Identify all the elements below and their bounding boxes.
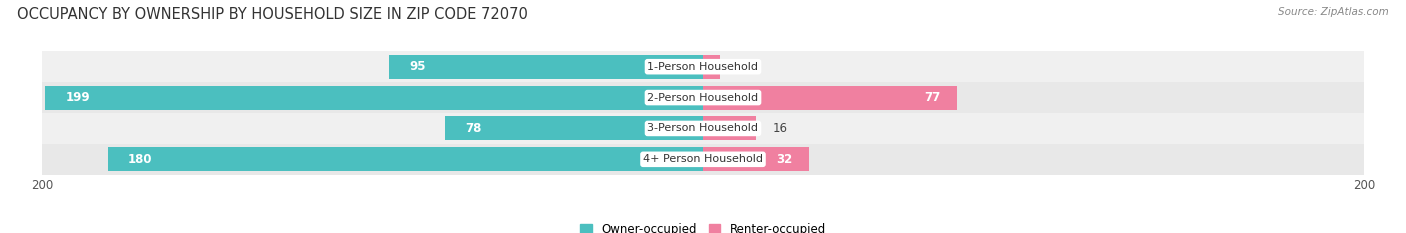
Bar — [42, 51, 1364, 82]
Legend: Owner-occupied, Renter-occupied: Owner-occupied, Renter-occupied — [575, 218, 831, 233]
Text: 199: 199 — [65, 91, 90, 104]
Bar — [45, 86, 703, 110]
Text: 5: 5 — [737, 60, 744, 73]
Text: 78: 78 — [465, 122, 481, 135]
Bar — [108, 147, 703, 171]
Bar — [42, 113, 1364, 144]
Text: 3-Person Household: 3-Person Household — [648, 123, 758, 134]
Text: 1-Person Household: 1-Person Household — [648, 62, 758, 72]
Text: 95: 95 — [409, 60, 426, 73]
Bar — [703, 55, 720, 79]
Text: Source: ZipAtlas.com: Source: ZipAtlas.com — [1278, 7, 1389, 17]
Text: 4+ Person Household: 4+ Person Household — [643, 154, 763, 164]
Text: 2-Person Household: 2-Person Household — [647, 93, 759, 103]
Text: 180: 180 — [128, 153, 153, 166]
Bar — [42, 144, 1364, 175]
Bar — [389, 55, 703, 79]
Bar — [703, 86, 957, 110]
Text: OCCUPANCY BY OWNERSHIP BY HOUSEHOLD SIZE IN ZIP CODE 72070: OCCUPANCY BY OWNERSHIP BY HOUSEHOLD SIZE… — [17, 7, 527, 22]
Text: 32: 32 — [776, 153, 792, 166]
Text: 16: 16 — [772, 122, 787, 135]
Text: 77: 77 — [925, 91, 941, 104]
Bar — [446, 116, 703, 140]
Bar — [703, 147, 808, 171]
Bar — [703, 116, 756, 140]
Bar — [42, 82, 1364, 113]
